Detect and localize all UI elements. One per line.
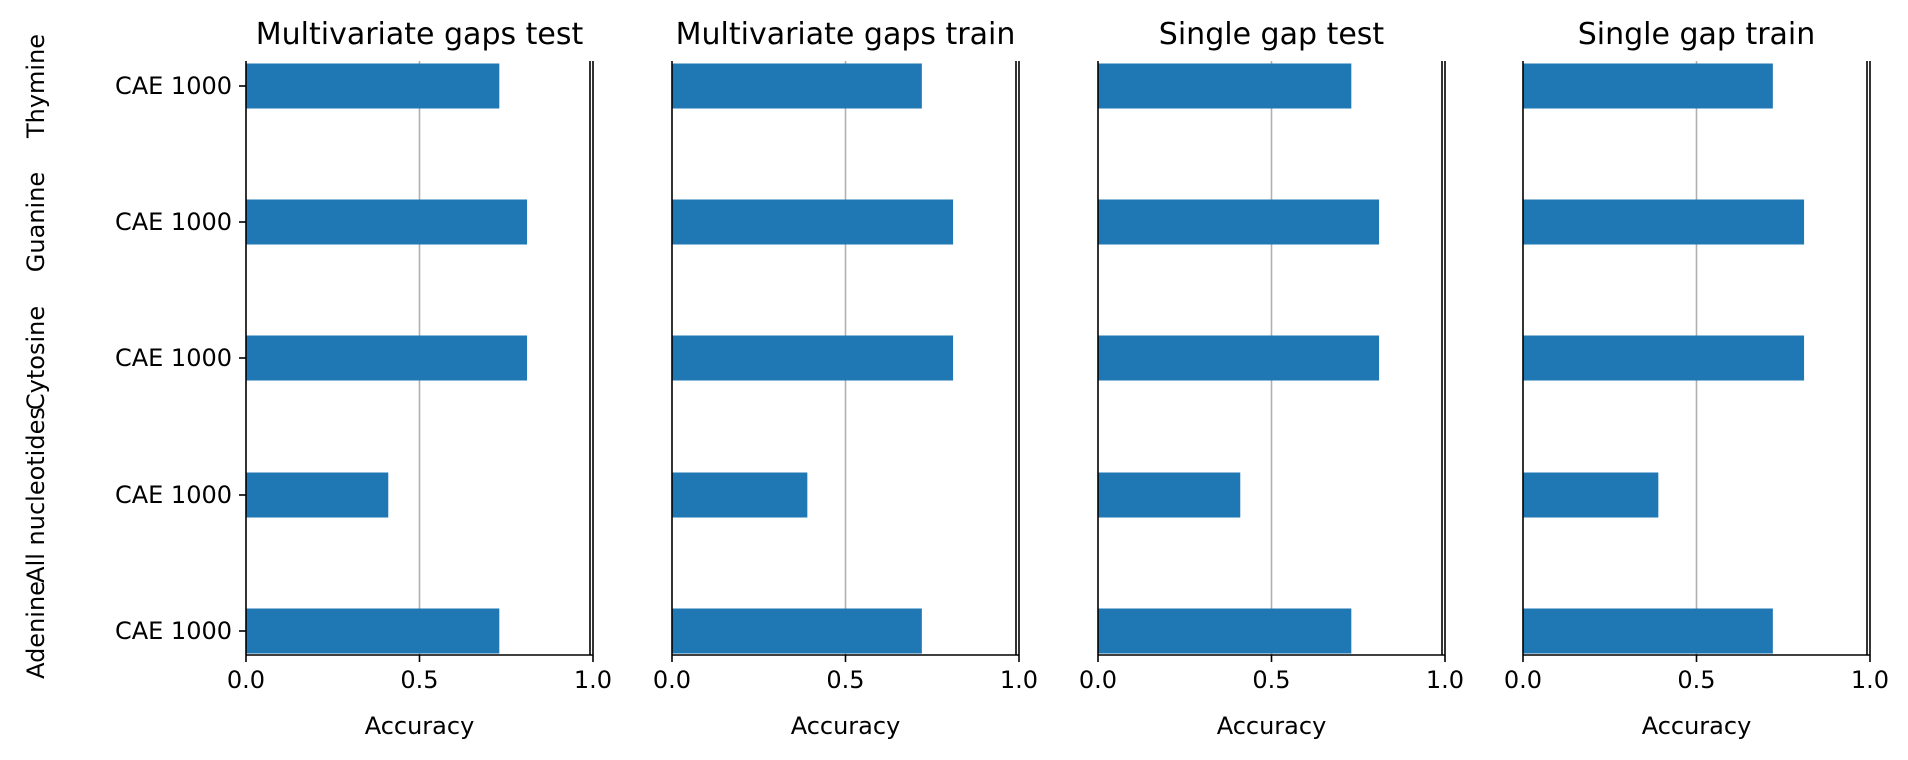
bar-1 [246,608,500,654]
bar-2 [672,472,808,518]
x-tick-label-1: 0.0 [1504,666,1542,694]
y-tick-label-2: CAE 1000 [115,481,232,509]
bar-5 [246,63,500,109]
panel-4: 0.0 0.5 1.0 Accuracy Single gap train [1504,17,1889,740]
bar-4 [1523,199,1805,245]
panel-2: 0.0 0.5 1.0 Accuracy Multivariate gaps train [653,17,1038,740]
x-tick-label-2: 0.5 [400,666,438,694]
bar-3 [246,335,528,381]
bar-2 [1098,472,1241,518]
x-tick-label-1: 0.0 [1079,666,1117,694]
x-tick-label-2: 0.5 [1252,666,1290,694]
group-label-thymine: Thymine [22,34,50,139]
bar-4 [1098,199,1380,245]
bar-4 [672,199,954,245]
bar-5 [1098,63,1352,109]
x-tick-label-1: 0.0 [227,666,265,694]
bar-2 [246,472,389,518]
group-label-adenine: Adenine [22,581,50,679]
group-label-guanine: Guanine [22,172,50,272]
group-labels: Adenine All nucleotides Cytosine Guanine… [22,34,50,679]
bar-2 [1523,472,1659,518]
group-label-cytosine: Cytosine [22,306,50,410]
panel-3: 0.0 0.5 1.0 Accuracy Single gap test [1079,17,1464,740]
x-tick-label-3: 1.0 [1426,666,1464,694]
bar-5 [672,63,922,109]
bar-1 [1098,608,1352,654]
bar-3 [672,335,954,381]
x-tick-label-1: 0.0 [653,666,691,694]
y-tick-label-3: CAE 1000 [115,344,232,372]
y-tick-label-4: CAE 1000 [115,208,232,236]
group-label-all-nucleotides: All nucleotides [22,407,50,583]
x-axis-label: Accuracy [1217,712,1327,740]
chart-panels: 0.0 0.5 1.0 Accuracy Multivariate gaps test C… [115,17,1889,740]
x-tick-label-3: 1.0 [1851,666,1889,694]
panel-title: Multivariate gaps test [256,17,584,52]
x-tick-label-2: 0.5 [1677,666,1715,694]
panel-title: Single gap train [1578,17,1816,52]
bar-1 [672,608,922,654]
x-axis-label: Accuracy [1642,712,1752,740]
panel-title: Single gap test [1159,17,1385,52]
y-tick-label-5: CAE 1000 [115,72,232,100]
x-tick-label-3: 1.0 [574,666,612,694]
x-tick-label-2: 0.5 [826,666,864,694]
panel-1: 0.0 0.5 1.0 Accuracy Multivariate gaps test C… [115,17,612,740]
bar-4 [246,199,528,245]
panel-title: Multivariate gaps train [676,17,1016,52]
x-axis-label: Accuracy [365,712,475,740]
x-tick-label-3: 1.0 [1000,666,1038,694]
bar-3 [1098,335,1380,381]
bar-5 [1523,63,1773,109]
bar-3 [1523,335,1805,381]
y-tick-label-1: CAE 1000 [115,617,232,645]
x-axis-label: Accuracy [791,712,901,740]
bar-1 [1523,608,1773,654]
